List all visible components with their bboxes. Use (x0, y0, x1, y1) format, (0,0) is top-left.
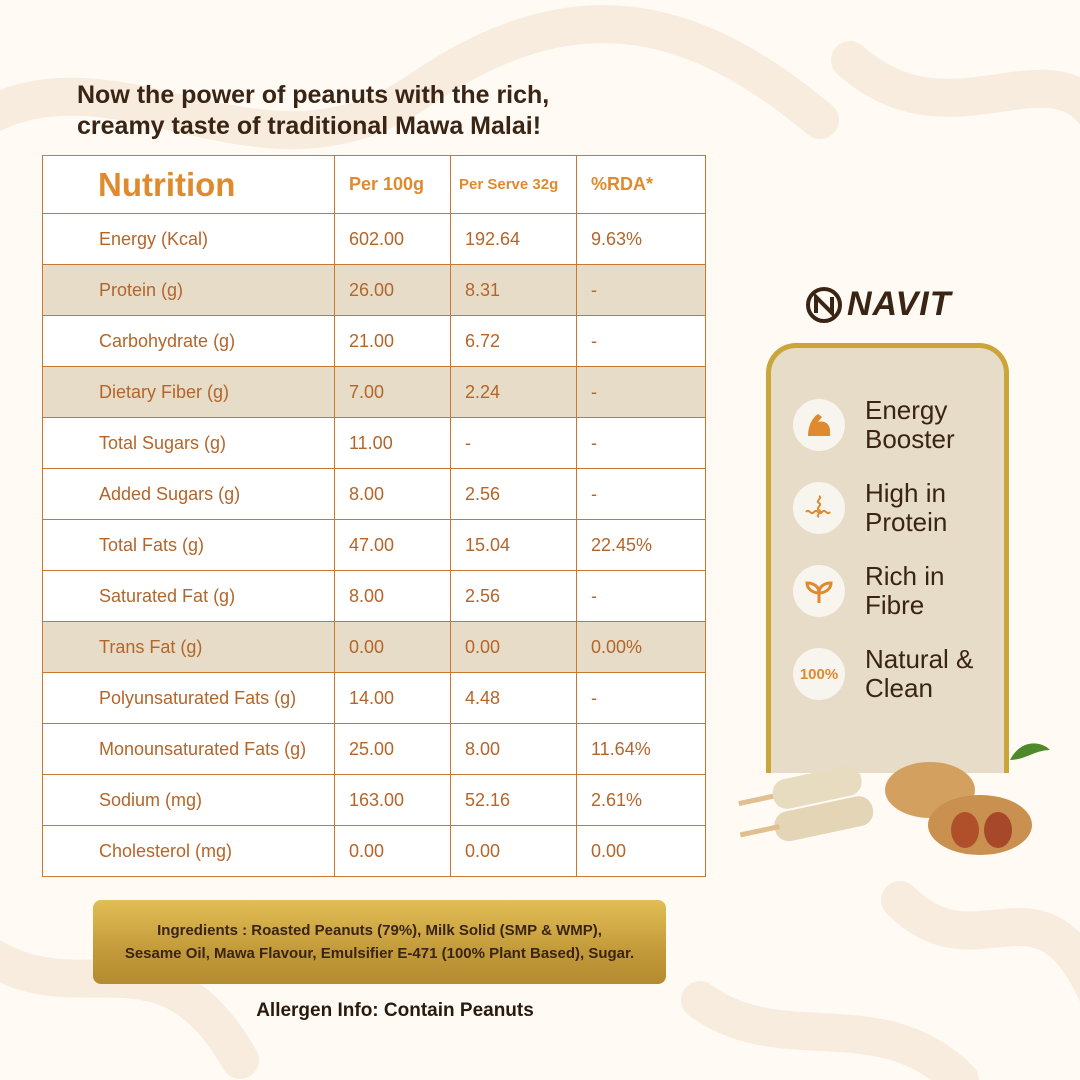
table-row: Sodium (mg) 163.00 52.16 2.61% (43, 774, 705, 825)
value-rda: 9.63% (576, 214, 705, 264)
value-per-serve: 15.04 (450, 520, 576, 570)
value-per-serve: 2.24 (450, 367, 576, 417)
nutrient-name: Dietary Fiber (g) (99, 381, 230, 402)
value-per-100g: 7.00 (334, 367, 450, 417)
table-row: Total Fats (g) 47.00 15.04 22.45% (43, 519, 705, 570)
table-row: Saturated Fat (g) 8.00 2.56- (43, 570, 705, 621)
nutrient-name: Trans Fat (g) (99, 636, 203, 657)
value-per-100g: 0.00 (334, 622, 450, 672)
value-rda: 22.45% (576, 520, 705, 570)
table-row: Protein (g) 26.00 8.31- (43, 264, 705, 315)
headline: Now the power of peanuts with the rich, … (77, 80, 549, 142)
value-per-serve: 52.16 (450, 775, 576, 825)
navit-logo-icon (806, 286, 842, 323)
feature-label: Rich in Fibre (865, 561, 945, 620)
value-rda: - (576, 316, 705, 366)
nutrient-name: Cholesterol (mg) (99, 840, 233, 861)
brand-name: NAVIT (847, 285, 952, 323)
value-rda: - (576, 673, 705, 723)
value-per-100g: 8.00 (334, 469, 450, 519)
nutrient-name: Carbohydrate (g) (99, 330, 236, 351)
header-nutrition: Nutrition (98, 165, 236, 203)
brand-logo: NAVIT (805, 285, 951, 324)
header-per-100g: Per 100g (334, 156, 450, 213)
table-row: Dietary Fiber (g) 7.00 2.24- (43, 366, 705, 417)
value-rda: - (576, 571, 705, 621)
header-per-serve: Per Serve 32g (450, 156, 576, 213)
feature-energy: Energy Booster (793, 396, 1005, 454)
value-per-serve: 0.00 (450, 622, 576, 672)
table-row: Polyunsaturated Fats (g) 14.00 4.48- (43, 672, 705, 723)
value-per-100g: 8.00 (334, 571, 450, 621)
table-row: Total Sugars (g) 11.00- - (43, 417, 705, 468)
value-rda: 2.61% (576, 775, 705, 825)
value-per-serve: 0.00 (450, 826, 576, 876)
nutrient-name: Added Sugars (g) (99, 483, 241, 504)
value-per-100g: 25.00 (334, 724, 450, 774)
product-image-kulfi-peanuts (738, 743, 1050, 855)
feature-fibre: Rich in Fibre (793, 562, 1005, 620)
table-row: Added Sugars (g) 8.00 2.56- (43, 468, 705, 519)
value-rda: - (576, 265, 705, 315)
value-per-100g: 163.00 (334, 775, 450, 825)
value-rda: 11.64% (576, 724, 705, 774)
value-per-serve: 192.64 (450, 214, 576, 264)
value-per-100g: 47.00 (334, 520, 450, 570)
nutrient-name: Protein (g) (99, 279, 184, 300)
value-per-100g: 602.00 (334, 214, 450, 264)
value-rda: - (576, 418, 705, 468)
ingredients-box: Ingredients : Roasted Peanuts (79%), Mil… (93, 900, 666, 984)
value-rda: - (576, 367, 705, 417)
feature-label: High in Protein (865, 478, 948, 537)
table-header-row: Nutrition Per 100g Per Serve 32g %RDA* (43, 156, 705, 213)
nutrient-name: Total Sugars (g) (99, 432, 227, 453)
table-row: Carbohydrate (g) 21.00 6.72- (43, 315, 705, 366)
value-per-serve: 8.31 (450, 265, 576, 315)
feature-label: Energy Booster (865, 395, 955, 454)
table-row: Cholesterol (mg) 0.00 0.00 0.00 (43, 825, 705, 876)
hundred-percent-icon: 100% (793, 648, 845, 700)
value-per-100g: 0.00 (334, 826, 450, 876)
nutrient-name: Sodium (mg) (99, 789, 203, 810)
muscle-icon (793, 399, 845, 451)
nutrient-name: Polyunsaturated Fats (g) (99, 687, 297, 708)
leaf-sprout-icon (793, 565, 845, 617)
nutrient-name: Monounsaturated Fats (g) (99, 738, 307, 759)
ingredients-line-2: Sesame Oil, Mawa Flavour, Emulsifier E-4… (124, 945, 635, 962)
header-rda: %RDA* (576, 156, 705, 213)
nutrient-name: Energy (Kcal) (99, 228, 209, 249)
nutrient-name: Saturated Fat (g) (99, 585, 236, 606)
value-rda: 0.00% (576, 622, 705, 672)
protein-helix-icon (793, 482, 845, 534)
value-rda: - (576, 469, 705, 519)
table-row: Energy (Kcal) 602.00 192.64 9.63% (43, 213, 705, 264)
nutrient-name: Total Fats (g) (99, 534, 205, 555)
feature-natural: 100% Natural & Clean (793, 645, 1005, 703)
feature-label: Natural & Clean (865, 644, 974, 703)
value-per-100g: 21.00 (334, 316, 450, 366)
feature-protein: High in Protein (793, 479, 1005, 537)
value-per-serve: 2.56 (450, 571, 576, 621)
value-rda: 0.00 (576, 826, 705, 876)
value-per-serve: 8.00 (450, 724, 576, 774)
nutrition-table: Nutrition Per 100g Per Serve 32g %RDA* E… (42, 155, 706, 877)
value-per-100g: 14.00 (334, 673, 450, 723)
ingredients-line-1: Ingredients : Roasted Peanuts (79%), Mil… (157, 922, 602, 939)
value-per-serve: 4.48 (450, 673, 576, 723)
allergen-info: Allergen Info: Contain Peanuts (256, 1000, 534, 1021)
value-per-serve: 2.56 (450, 469, 576, 519)
value-per-serve: - (450, 418, 576, 468)
value-per-100g: 26.00 (334, 265, 450, 315)
value-per-serve: 6.72 (450, 316, 576, 366)
headline-line-1: Now the power of peanuts with the rich, (77, 81, 550, 109)
headline-line-2: creamy taste of traditional Mawa Malai! (77, 112, 542, 140)
table-row: Monounsaturated Fats (g) 25.00 8.00 11.64% (43, 723, 705, 774)
value-per-100g: 11.00 (334, 418, 450, 468)
features-panel: Energy Booster High in Protein Rich in F… (766, 343, 1009, 773)
table-row: Trans Fat (g) 0.00 0.00 0.00% (43, 621, 705, 672)
